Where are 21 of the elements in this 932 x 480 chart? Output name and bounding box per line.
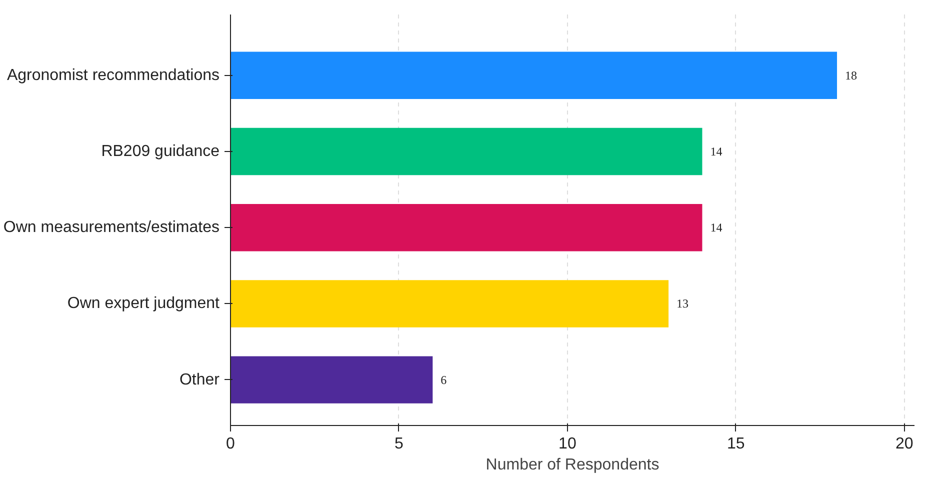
y-tick-label: Own expert judgment <box>67 295 220 312</box>
bar <box>230 356 433 404</box>
y-tick-label: Other <box>179 371 220 388</box>
x-tick-label: 5 <box>394 436 404 452</box>
data-label: 6 <box>440 372 447 387</box>
x-tick-label: 20 <box>895 436 914 452</box>
y-tick-label: RB209 guidance <box>101 143 220 160</box>
data-label: 14 <box>710 220 722 235</box>
x-tick-label: 15 <box>727 436 745 452</box>
data-label: 13 <box>676 296 689 311</box>
data-label: 18 <box>845 68 857 82</box>
bar <box>230 52 837 99</box>
y-tick-label: Agronomist recommendations <box>6 66 220 84</box>
bar <box>230 128 702 176</box>
data-label: 14 <box>710 144 722 158</box>
bar <box>230 204 702 252</box>
y-tick-label: Own measurements/estimates <box>3 219 220 236</box>
bar <box>230 280 669 328</box>
x-axis-title: Number of Respondents <box>486 456 660 474</box>
x-tick-label: 0 <box>226 436 236 452</box>
x-tick-label: 10 <box>558 436 576 452</box>
